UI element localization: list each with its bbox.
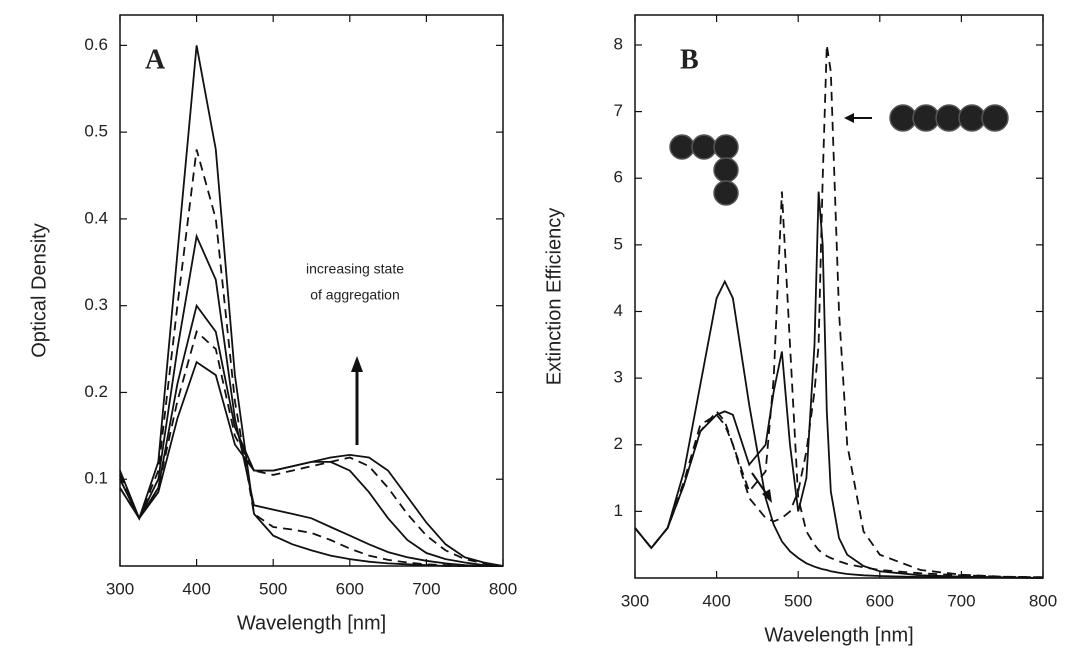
panel-letter: A bbox=[145, 44, 166, 75]
y-tick-label: 0.6 bbox=[84, 35, 108, 54]
x-tick-label: 300 bbox=[106, 579, 134, 598]
x-tick-label: 800 bbox=[1029, 591, 1057, 610]
y-tick-label: 4 bbox=[614, 301, 623, 320]
x-tick-label: 800 bbox=[489, 579, 517, 598]
y-tick-label: 3 bbox=[614, 368, 623, 387]
curve bbox=[634, 44, 1044, 579]
x-tick-label: 600 bbox=[866, 591, 894, 610]
x-tick-label: 600 bbox=[336, 579, 364, 598]
x-tick-label: 400 bbox=[182, 579, 210, 598]
plot-frame bbox=[119, 14, 504, 567]
x-tick-label: 400 bbox=[702, 591, 730, 610]
y-tick-label: 0.2 bbox=[84, 382, 108, 401]
x-tick-label: 700 bbox=[947, 591, 975, 610]
y-tick-label: 1 bbox=[614, 501, 623, 520]
curve bbox=[119, 330, 504, 567]
y-tick-label: 0.4 bbox=[84, 208, 108, 227]
y-axis-title: Optical Density bbox=[28, 223, 50, 358]
curve bbox=[119, 360, 504, 567]
curve bbox=[634, 191, 1044, 579]
y-tick-label: 7 bbox=[614, 101, 623, 120]
x-axis-title: Wavelength [nm] bbox=[237, 612, 386, 634]
y-axis-title: Extinction Efficiency bbox=[543, 208, 565, 386]
annotation: increasing state bbox=[306, 261, 404, 277]
y-tick-label: 0.5 bbox=[84, 122, 108, 141]
curve bbox=[634, 279, 1044, 579]
y-tick-label: 6 bbox=[614, 168, 623, 187]
bent-chain-icon bbox=[669, 134, 739, 206]
straight-chain-icon bbox=[889, 104, 1009, 132]
annotation: of aggregation bbox=[310, 287, 400, 303]
curve bbox=[634, 191, 1044, 579]
panel-letter: B bbox=[680, 44, 699, 75]
x-tick-label: 700 bbox=[412, 579, 440, 598]
y-tick-label: 8 bbox=[614, 34, 623, 53]
y-tick-label: 5 bbox=[614, 234, 623, 253]
x-axis-title: Wavelength [nm] bbox=[764, 624, 913, 646]
curve bbox=[119, 45, 503, 567]
arrow-head bbox=[844, 113, 854, 123]
arrow-head bbox=[351, 356, 363, 372]
curve bbox=[119, 233, 503, 567]
y-tick-label: 2 bbox=[614, 434, 623, 453]
x-tick-label: 500 bbox=[784, 591, 812, 610]
curve bbox=[119, 149, 503, 567]
y-tick-label: 0.1 bbox=[84, 469, 108, 488]
plot-frame bbox=[634, 14, 1044, 579]
y-tick-label: 0.3 bbox=[84, 295, 108, 314]
x-tick-label: 500 bbox=[259, 579, 287, 598]
x-tick-label: 300 bbox=[621, 591, 649, 610]
